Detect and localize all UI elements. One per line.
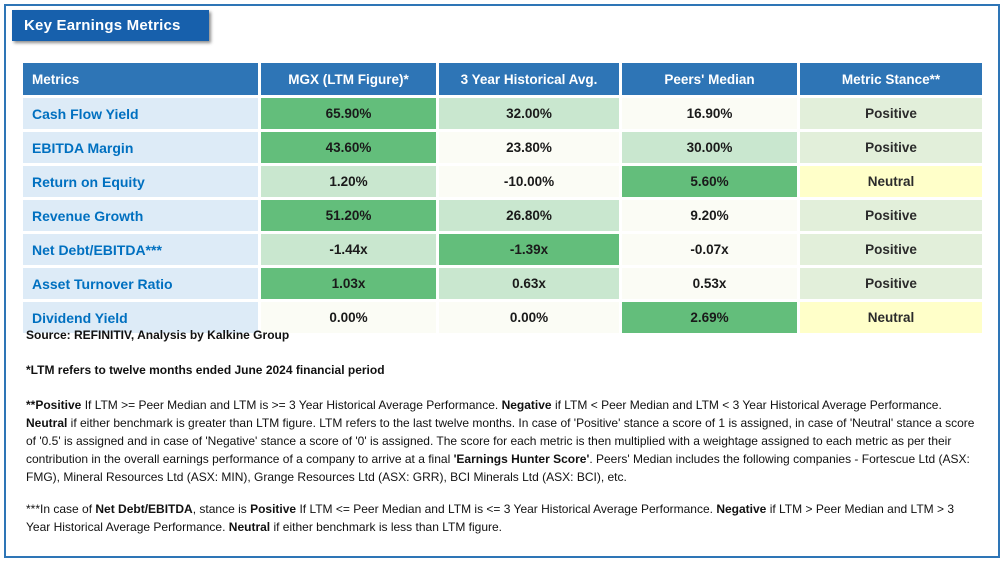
stance-value: Positive xyxy=(800,98,982,129)
column-header-3: Peers' Median xyxy=(622,63,797,95)
table-row: EBITDA Margin 43.60% 23.80% 30.00% Positive xyxy=(23,132,982,163)
metric-label: Revenue Growth xyxy=(23,200,258,231)
stance-value: Neutral xyxy=(800,166,982,197)
peers-median-value: 30.00% xyxy=(622,132,797,163)
column-header-4: Metric Stance** xyxy=(800,63,982,95)
stance-value: Neutral xyxy=(800,302,982,333)
stance-value: Positive xyxy=(800,200,982,231)
page-title: Key Earnings Metrics xyxy=(12,10,209,41)
metric-label: Return on Equity xyxy=(23,166,258,197)
hist-avg-value: 32.00% xyxy=(439,98,619,129)
hist-avg-value: 0.00% xyxy=(439,302,619,333)
peers-median-value: -0.07x xyxy=(622,234,797,265)
mgx-value: 43.60% xyxy=(261,132,436,163)
note-bold-segment: Neutral xyxy=(26,416,68,430)
metric-label: Cash Flow Yield xyxy=(23,98,258,129)
mgx-value: 0.00% xyxy=(261,302,436,333)
hist-avg-value: 0.63x xyxy=(439,268,619,299)
note-text-segment: if either benchmark is less than LTM fig… xyxy=(270,520,502,534)
peers-median-value: 0.53x xyxy=(622,268,797,299)
table-row: Dividend Yield 0.00% 0.00% 2.69% Neutral xyxy=(23,302,982,333)
note-bold-segment: 'Earnings Hunter Score' xyxy=(453,452,590,466)
report-frame: Key Earnings Metrics Metrics MGX (LTM Fig… xyxy=(4,4,1000,558)
hist-avg-value: -10.00% xyxy=(439,166,619,197)
note-text-segment: if LTM < Peer Median and LTM < 3 Year Hi… xyxy=(551,398,942,412)
table-row: Cash Flow Yield 65.90% 32.00% 16.90% Positiv… xyxy=(23,98,982,129)
mgx-value: 65.90% xyxy=(261,98,436,129)
peers-median-value: 9.20% xyxy=(622,200,797,231)
net-debt-stance-note: ***In case of Net Debt/EBITDA, stance is… xyxy=(26,500,976,536)
note-bold-segment: **Positive xyxy=(26,398,82,412)
note-bold-segment: Negative xyxy=(716,502,767,516)
metric-label: EBITDA Margin xyxy=(23,132,258,163)
note-bold-segment: Positive xyxy=(250,502,297,516)
note-bold-segment: Net Debt/EBITDA xyxy=(95,502,193,516)
metric-label: Dividend Yield xyxy=(23,302,258,333)
note-text-segment: if either benchmark is greater than LTM … xyxy=(26,416,975,466)
stance-methodology-note: **Positive If LTM >= Peer Median and LTM… xyxy=(26,396,976,486)
column-header-1: MGX (LTM Figure)* xyxy=(261,63,436,95)
footnotes-section: Source: REFINITIV, Analysis by Kalkine G… xyxy=(26,326,976,536)
table-header-row: Metrics MGX (LTM Figure)* 3 Year Historica… xyxy=(23,63,982,95)
table-row: Return on Equity 1.20% -10.00% 5.60% Neutral xyxy=(23,166,982,197)
hist-avg-value: -1.39x xyxy=(439,234,619,265)
note-text-segment: If LTM <= Peer Median and LTM is <= 3 Ye… xyxy=(296,502,717,516)
stance-value: Positive xyxy=(800,132,982,163)
key-earnings-metrics-table: Metrics MGX (LTM Figure)* 3 Year Historica… xyxy=(20,60,985,336)
metric-label: Asset Turnover Ratio xyxy=(23,268,258,299)
ltm-definition-note: *LTM refers to twelve months ended June … xyxy=(26,363,385,377)
note-text-segment: If LTM >= Peer Median and LTM is >= 3 Ye… xyxy=(81,398,502,412)
mgx-value: 1.20% xyxy=(261,166,436,197)
note-text-segment: . Peers' Median includes the following c… xyxy=(26,452,970,484)
table-row: Asset Turnover Ratio 1.03x 0.63x 0.53x Posit… xyxy=(23,268,982,299)
peers-median-value: 2.69% xyxy=(622,302,797,333)
peers-median-value: 16.90% xyxy=(622,98,797,129)
note-bold-segment: Negative xyxy=(501,398,552,412)
hist-avg-value: 23.80% xyxy=(439,132,619,163)
hist-avg-value: 26.80% xyxy=(439,200,619,231)
source-note: Source: REFINITIV, Analysis by Kalkine G… xyxy=(26,328,290,342)
note-bold-segment: Neutral xyxy=(228,520,271,534)
stance-value: Positive xyxy=(800,268,982,299)
column-header-0: Metrics xyxy=(23,63,258,95)
note-text-segment: , stance is xyxy=(192,502,251,516)
stance-value: Positive xyxy=(800,234,982,265)
mgx-value: 51.20% xyxy=(261,200,436,231)
mgx-value: 1.03x xyxy=(261,268,436,299)
table-row: Revenue Growth 51.20% 26.80% 9.20% Positive xyxy=(23,200,982,231)
column-header-2: 3 Year Historical Avg. xyxy=(439,63,619,95)
table-row: Net Debt/EBITDA*** -1.44x -1.39x -0.07x Posi… xyxy=(23,234,982,265)
note-text-segment: if LTM > Peer Median and LTM > 3 Year Hi… xyxy=(26,502,954,534)
metric-label: Net Debt/EBITDA*** xyxy=(23,234,258,265)
peers-median-value: 5.60% xyxy=(622,166,797,197)
note-text-segment: ***In case of xyxy=(26,502,96,516)
mgx-value: -1.44x xyxy=(261,234,436,265)
